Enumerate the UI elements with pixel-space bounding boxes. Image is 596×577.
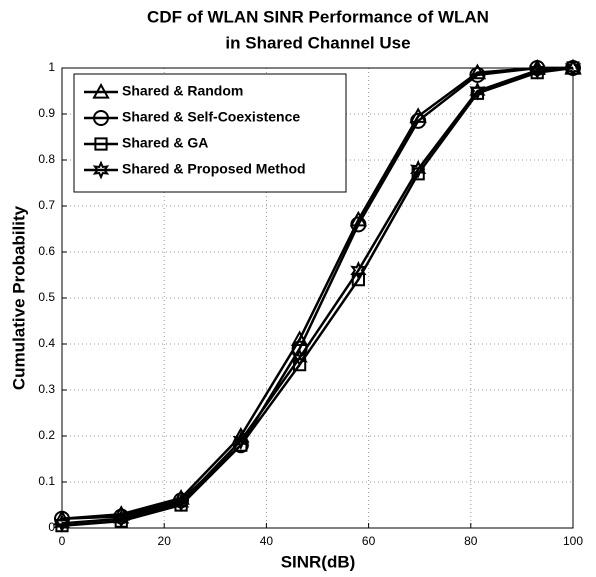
y-tick-label: 0.9	[38, 106, 55, 120]
x-tick-label: 20	[158, 534, 172, 548]
legend-marker	[92, 160, 110, 180]
marker	[468, 63, 487, 80]
legend-marker	[93, 110, 110, 126]
marker	[53, 513, 71, 533]
marker	[113, 509, 130, 529]
marker	[564, 58, 582, 78]
y-tick-label: 0.6	[38, 244, 55, 258]
legend-box	[73, 73, 347, 193]
legend-label: Shared & Random	[122, 83, 243, 99]
y-tick-label: 0.3	[38, 382, 55, 396]
series-line	[61, 66, 574, 525]
y-tick-label: 1	[48, 60, 55, 74]
x-tick-label: 80	[464, 534, 478, 548]
x-tick-label: 40	[260, 534, 274, 548]
chart-title: in Shared Channel Use	[225, 33, 410, 52]
x-tick-label: 100	[563, 534, 583, 548]
series-line	[61, 66, 574, 527]
marker	[350, 260, 367, 280]
legend-label: Shared & GA	[122, 135, 208, 151]
y-axis-label: Cumulative Probability	[9, 205, 28, 390]
y-tick-label: 0.1	[38, 474, 55, 488]
y-tick-label: 0.2	[38, 428, 55, 442]
x-axis-label: SINR(dB)	[281, 552, 356, 571]
marker	[529, 60, 546, 80]
y-tick-label: 0.5	[38, 290, 55, 304]
y-tick-label: 0.7	[38, 198, 55, 212]
marker	[469, 81, 486, 101]
marker	[172, 493, 190, 513]
marker	[232, 431, 250, 451]
marker	[350, 216, 367, 233]
y-tick-label: 0	[48, 520, 55, 534]
legend-label: Shared & Self-Coexistence	[122, 109, 300, 125]
plot-frame	[61, 67, 574, 529]
y-tick-label: 0.4	[38, 336, 55, 350]
x-tick-label: 0	[59, 534, 66, 548]
marker	[291, 348, 308, 368]
chart-title: CDF of WLAN SINR Performance of WLAN	[147, 7, 489, 26]
marker	[409, 159, 427, 179]
x-tick-label: 60	[362, 534, 376, 548]
series-line	[61, 66, 573, 521]
legend-label: Shared & Proposed Method	[122, 161, 306, 177]
marker	[469, 66, 486, 83]
y-tick-label: 0.8	[38, 152, 55, 166]
legend-marker	[92, 82, 110, 99]
marker	[410, 112, 427, 129]
legend-marker	[94, 137, 108, 151]
